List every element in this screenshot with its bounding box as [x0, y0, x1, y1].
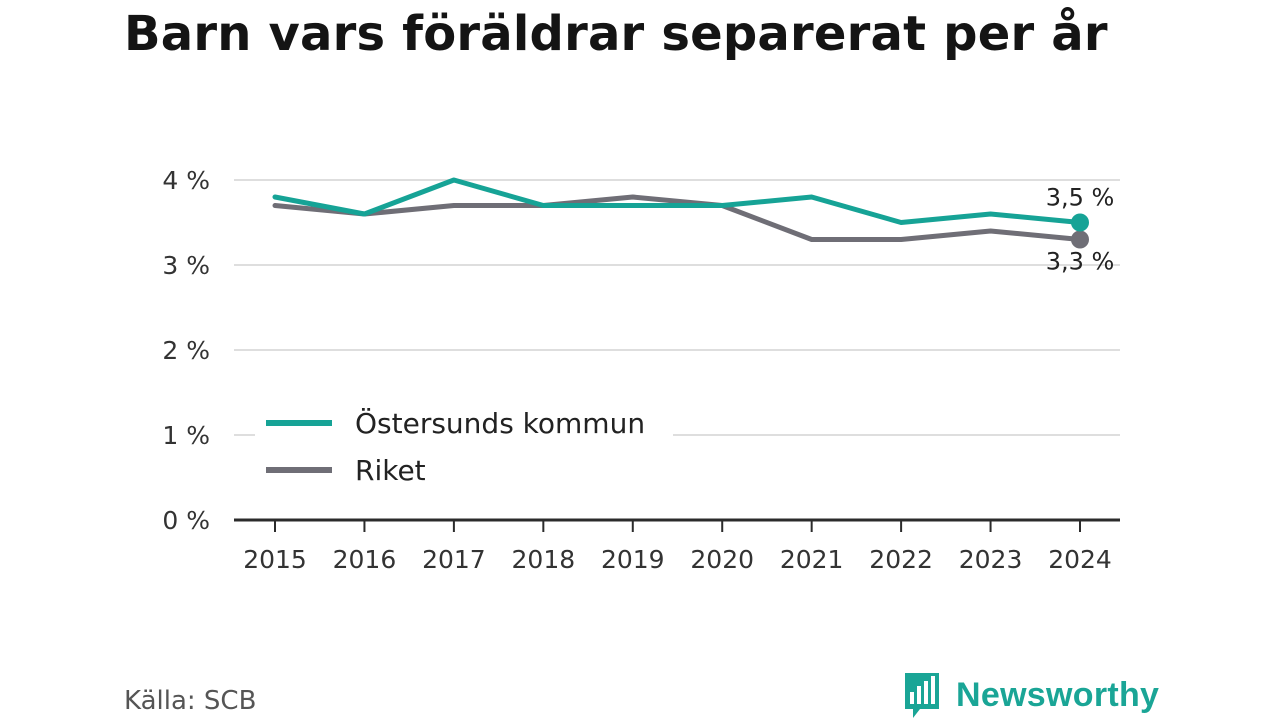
y-axis-ticks: 0 % 1 % 2 % 3 % 4 %	[162, 166, 210, 535]
series-line	[272, 194, 1083, 242]
legend-label: Riket	[355, 454, 426, 487]
legend-label: Östersunds kommun	[355, 406, 645, 440]
x-tick-label: 2017	[422, 545, 486, 574]
x-tick-label: 2018	[512, 545, 576, 574]
x-tick-label: 2019	[601, 545, 665, 574]
series-lines	[272, 177, 1089, 249]
x-tick-label: 2022	[869, 545, 933, 574]
series-end-label: 3,3 %	[1046, 248, 1115, 276]
x-axis: 2015 2016 2017 2018 2019 2020 2021 2022 2023 2024	[234, 518, 1120, 574]
y-tick-label: 0 %	[162, 506, 210, 535]
series-end-label: 3,5 %	[1046, 184, 1115, 212]
x-tick-label: 2024	[1048, 545, 1112, 574]
x-tick-label: 2016	[333, 545, 397, 574]
series-line	[272, 177, 1083, 225]
end-labels: 3,5 % 3,3 %	[1046, 184, 1115, 276]
legend-background	[255, 398, 673, 494]
series-end-marker	[1071, 213, 1089, 232]
gridlines	[234, 179, 1120, 436]
brand-logo: Newsworthy	[902, 670, 1159, 720]
y-tick-label: 1 %	[162, 421, 210, 450]
bar-chart-speech-bubble-icon	[905, 673, 939, 718]
source-note: Källa: SCB	[124, 686, 257, 716]
x-tick-label: 2023	[959, 545, 1023, 574]
brand-name: Newsworthy	[956, 675, 1160, 714]
y-tick-label: 3 %	[162, 251, 210, 280]
x-tick-label: 2020	[690, 545, 754, 574]
series-end-marker	[1071, 230, 1089, 249]
legend: Östersunds kommun Riket	[255, 398, 673, 494]
x-tick-label: 2015	[243, 545, 307, 574]
y-tick-label: 2 %	[162, 336, 210, 365]
chart-title: Barn vars föräldrar separerat per år	[124, 6, 1108, 62]
x-tick-label: 2021	[780, 545, 844, 574]
y-tick-label: 4 %	[162, 166, 210, 195]
